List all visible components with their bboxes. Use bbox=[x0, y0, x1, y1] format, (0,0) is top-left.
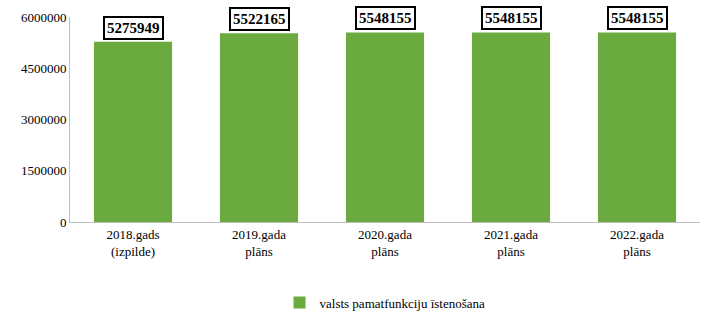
svg-text:5275949: 5275949 bbox=[107, 20, 160, 36]
svg-text:2022.gadaplāns: 2022.gadaplāns bbox=[610, 227, 664, 259]
svg-text:0: 0 bbox=[60, 215, 67, 230]
svg-text:2021.gadaplāns: 2021.gadaplāns bbox=[484, 227, 538, 259]
svg-text:5548155: 5548155 bbox=[359, 10, 412, 26]
svg-text:6000000: 6000000 bbox=[21, 10, 67, 25]
svg-text:5548155: 5548155 bbox=[485, 10, 538, 26]
svg-text:4500000: 4500000 bbox=[21, 61, 67, 76]
svg-text:5548155: 5548155 bbox=[611, 10, 664, 26]
svg-text:5522165: 5522165 bbox=[233, 11, 286, 27]
svg-text:valsts pamatfunkciju īstenošan: valsts pamatfunkciju īstenošana bbox=[320, 296, 486, 311]
svg-text:2020.gadaplāns: 2020.gadaplāns bbox=[358, 227, 412, 259]
svg-text:2019.gadaplāns: 2019.gadaplāns bbox=[232, 227, 286, 259]
svg-text:2018.gads(izpilde): 2018.gads(izpilde) bbox=[106, 227, 159, 259]
svg-text:1500000: 1500000 bbox=[21, 163, 67, 178]
svg-text:3000000: 3000000 bbox=[21, 112, 67, 127]
